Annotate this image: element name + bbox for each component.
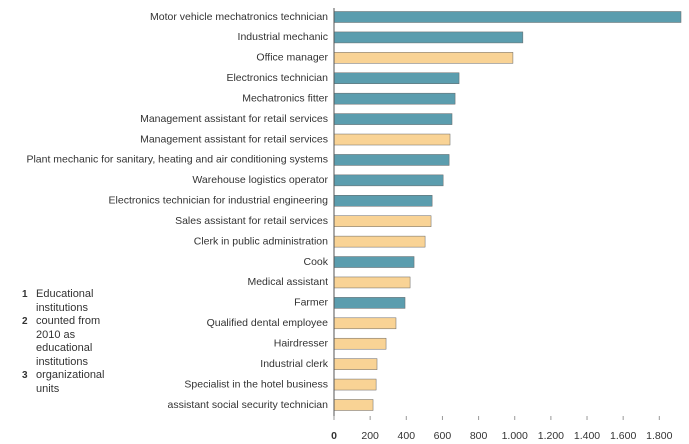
y-tick-label: Management assistant for retail services xyxy=(140,113,328,125)
y-tick-label: Hairdresser xyxy=(274,338,329,350)
note: 2 counted from 2010 as educational instit… xyxy=(22,315,122,369)
y-tick-label: Mechatronics fitter xyxy=(242,92,328,104)
y-tick-label: Specialist in the hotel business xyxy=(184,378,328,390)
bar xyxy=(333,72,460,85)
y-tick-label: Clerk in public administration xyxy=(194,235,328,247)
note: 3 organizational units xyxy=(22,369,122,396)
x-tick-label: 1.200 xyxy=(538,430,564,442)
note-number: 3 xyxy=(22,370,28,381)
bar xyxy=(333,378,377,391)
bar xyxy=(333,113,453,125)
note: 1 Educational institutions xyxy=(22,288,122,315)
y-tick-label: Plant mechanic for sanitary, heating and… xyxy=(26,154,328,166)
y-tick-label: Management assistant for retail services xyxy=(140,133,328,145)
bar xyxy=(333,399,374,411)
note-text: Educational institutions xyxy=(36,288,94,314)
y-tick-label: Electronics technician for industrial en… xyxy=(109,195,329,207)
y-tick-label: Electronics technician xyxy=(226,72,328,84)
note-text: organizational units xyxy=(36,369,105,395)
y-tick-label: Medical assistant xyxy=(247,276,328,288)
bar xyxy=(333,195,433,207)
note-number: 1 xyxy=(22,289,28,300)
x-tick-label: 1.000 xyxy=(502,430,528,442)
notes: 1 Educational institutions 2 counted from 2… xyxy=(22,288,122,396)
y-tick-label: Industrial mechanic xyxy=(238,31,328,43)
x-tick-label: 1.600 xyxy=(610,430,636,442)
bar xyxy=(333,52,514,64)
bar xyxy=(333,174,444,187)
y-tick-label: Warehouse logistics operator xyxy=(192,174,328,186)
x-tick-label: 1.400 xyxy=(574,430,600,442)
y-tick-label: Office manager xyxy=(256,52,328,64)
bar xyxy=(333,358,378,370)
x-tick-label: 200 xyxy=(361,430,379,442)
y-tick-label: Industrial clerk xyxy=(260,358,328,370)
y-tick-label: Sales assistant for retail services xyxy=(175,215,328,227)
y-tick-label: Motor vehicle mechatronics technician xyxy=(150,11,328,23)
x-tick-label: 800 xyxy=(470,430,488,442)
x-tick-label: 400 xyxy=(398,430,416,442)
y-tick-label: Farmer xyxy=(294,297,328,309)
note-number: 2 xyxy=(22,316,28,327)
bar xyxy=(333,256,415,268)
bar xyxy=(333,317,397,330)
bar xyxy=(333,154,450,166)
bar xyxy=(333,92,456,105)
y-tick-label: Qualified dental employee xyxy=(207,317,329,329)
x-tick-label: 0 xyxy=(331,430,337,442)
bar xyxy=(333,133,451,146)
y-tick-label: assistant social security technician xyxy=(168,399,329,411)
bar xyxy=(333,235,426,248)
bar xyxy=(333,11,682,23)
x-tick-label: 600 xyxy=(434,430,452,442)
bar xyxy=(333,337,387,350)
note-text: counted from 2010 as educational institu… xyxy=(36,315,101,368)
x-tick-label: 1.800 xyxy=(646,430,672,442)
bar xyxy=(333,276,411,289)
bar xyxy=(333,297,406,309)
bar xyxy=(333,31,524,44)
y-tick-label: Cook xyxy=(303,256,328,268)
bar xyxy=(333,215,432,227)
